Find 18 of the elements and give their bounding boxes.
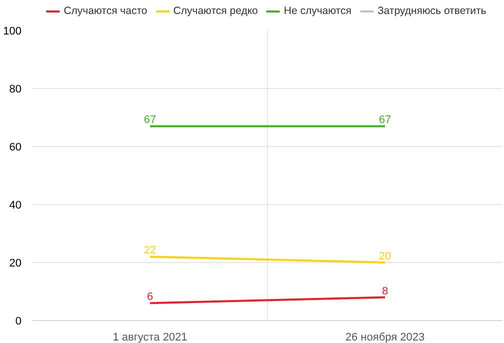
legend-label: Случаются редко	[173, 5, 258, 17]
y-tick-label: 80	[9, 84, 22, 96]
y-tick-label: 60	[9, 142, 22, 154]
y-tick-label: 100	[3, 26, 22, 38]
data-label: 8	[382, 285, 388, 298]
legend-label: Случаются часто	[64, 5, 148, 17]
x-tick-label: 1 августа 2021	[112, 332, 188, 343]
y-tick-label: 20	[9, 258, 22, 270]
data-label: 67	[144, 114, 156, 126]
y-tick-label: 40	[9, 200, 22, 212]
y-tick-label: 0	[15, 316, 22, 328]
legend-label: Не случаются	[284, 5, 352, 17]
x-tick-label: 26 ноября 2023	[345, 332, 425, 343]
data-label: 6	[146, 291, 154, 304]
data-label: 20	[378, 250, 392, 262]
legend-label: Затрудняюсь ответить	[377, 5, 486, 17]
data-label: 67	[378, 114, 392, 126]
data-label: 22	[144, 244, 156, 257]
